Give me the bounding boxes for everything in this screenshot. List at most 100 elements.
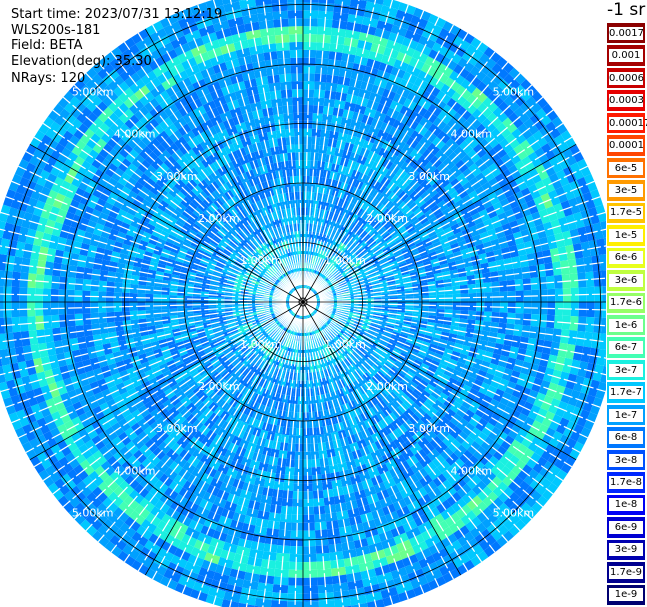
range-gate-cell <box>10 394 24 413</box>
range-gate-cell <box>523 468 539 486</box>
range-gate-cell <box>165 534 182 548</box>
range-gate-cell <box>404 561 422 575</box>
range-gate-cell <box>361 321 371 328</box>
range-gate-cell <box>383 114 397 127</box>
range-gate-cell <box>126 366 138 379</box>
range-gate-cell <box>267 374 275 383</box>
range-gate-cell <box>466 274 476 285</box>
ray-gap <box>0 301 304 376</box>
range-gate-cell <box>548 156 563 174</box>
range-gate-cell <box>242 579 259 591</box>
range-gate-cell <box>149 182 163 196</box>
range-ring-label: 5.00km <box>72 506 114 519</box>
range-gate-cell <box>150 433 164 447</box>
range-gate-cell <box>120 199 133 213</box>
range-gate-cell <box>79 128 95 145</box>
ray-gap <box>302 0 394 303</box>
range-gate-cell <box>226 467 239 479</box>
range-gate-cell <box>288 26 303 35</box>
range-gate-cell <box>274 568 289 578</box>
range-gate-cell <box>239 489 252 500</box>
ray-gap <box>302 301 377 607</box>
range-gate-cell <box>30 343 41 360</box>
range-gate-cell <box>293 483 303 492</box>
range-gate-cell <box>2 222 14 240</box>
range-gate-cell <box>570 302 579 317</box>
range-gate-cell <box>577 361 589 378</box>
range-gate-cell <box>284 466 295 476</box>
range-gate-cell <box>152 207 165 220</box>
range-gate-cell <box>404 29 422 43</box>
range-gate-cell <box>117 253 128 265</box>
range-gate-cell <box>377 322 387 329</box>
range-gate-cell <box>345 459 357 470</box>
range-gate-cell <box>0 354 3 367</box>
range-gate-cell <box>417 436 430 450</box>
range-gate-cell <box>444 49 462 64</box>
range-gate-cell <box>86 95 103 113</box>
range-gate-cell <box>354 137 366 148</box>
ray-gap <box>302 32 469 303</box>
range-gate-cell <box>565 343 576 360</box>
range-gate-cell <box>102 342 113 356</box>
range-gate-cell <box>385 459 398 471</box>
range-gate-cell <box>169 430 182 443</box>
range-gate-cell <box>111 218 123 232</box>
range-gate-cell <box>239 595 257 606</box>
range-gate-cell <box>71 447 87 465</box>
range-gate-cell <box>316 232 322 242</box>
range-gate-cell <box>12 331 23 348</box>
range-gate-cell <box>36 451 52 470</box>
range-gate-cell <box>259 566 275 577</box>
range-gate-cell <box>118 87 135 103</box>
range-gate-cell <box>277 360 284 370</box>
range-gate-cell <box>554 134 570 153</box>
range-gate-cell <box>6 379 19 398</box>
range-gate-cell <box>335 372 343 382</box>
range-gate-cell <box>376 20 394 33</box>
range-gate-cell <box>401 143 415 156</box>
range-gate-cell <box>420 412 432 425</box>
range-gate-cell <box>468 292 477 302</box>
ray-gap <box>302 293 606 303</box>
range-gate-cell <box>365 305 374 310</box>
range-gate-cell <box>321 481 333 491</box>
range-gate-cell <box>303 215 308 224</box>
range-gate-cell <box>116 262 126 274</box>
range-gate-cell <box>483 218 495 232</box>
range-gate-cell <box>107 75 125 92</box>
range-gate-cell <box>555 169 570 187</box>
range-gate-cell <box>208 151 221 164</box>
range-gate-cell <box>224 449 236 461</box>
range-gate-cell <box>319 378 326 387</box>
range-gate-cell <box>478 253 489 265</box>
range-gate-cell <box>152 526 169 541</box>
range-gate-cell <box>572 211 585 229</box>
range-gate-cell <box>535 164 549 181</box>
range-gate-cell <box>467 310 477 321</box>
range-gate-cell <box>158 441 172 455</box>
range-gate-cell <box>149 28 167 43</box>
range-gate-cell <box>349 119 362 130</box>
range-gate-cell <box>168 185 180 198</box>
range-gate-cell <box>54 108 71 126</box>
range-gate-cell <box>513 106 530 124</box>
range-gate-cell <box>118 501 135 517</box>
ray-gap <box>302 301 606 393</box>
range-gate-cell <box>131 531 149 547</box>
range-gate-cell <box>182 130 196 143</box>
ray-gap <box>166 17 304 303</box>
azimuth-spoke <box>144 28 304 303</box>
range-gate-cell <box>74 502 92 520</box>
range-gate-cell <box>199 138 213 150</box>
range-gate-cell <box>109 534 127 551</box>
range-gate-cell <box>364 311 374 317</box>
range-gate-cell <box>129 78 146 94</box>
range-gate-cell <box>441 207 454 220</box>
ray-gap <box>73 301 304 520</box>
range-gate-cell <box>583 256 594 273</box>
range-gate-cell <box>472 358 483 370</box>
range-gate-cell <box>303 569 318 578</box>
range-gate-cell <box>131 265 142 277</box>
range-gate-cell <box>120 391 133 405</box>
